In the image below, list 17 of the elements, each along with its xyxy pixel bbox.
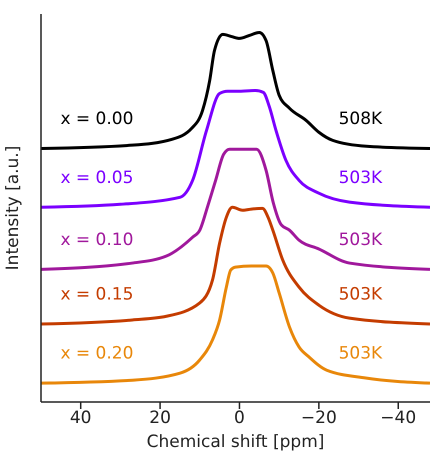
series-label: x = 0.10 [60,230,134,250]
annotation: 503K [338,168,384,188]
x-tick-label: 0 [234,408,245,428]
x-tick-label: 40 [70,408,92,428]
annotation: 503K [338,230,384,250]
x-tick-label: −40 [380,408,416,428]
series-label: x = 0.00 [60,109,134,130]
series-label: x = 0.15 [60,284,134,305]
x-tick-label: −20 [300,408,337,428]
x-tick-label: 20 [149,408,171,428]
y-axis-title: Intensity [a.u.] [3,146,24,270]
annotation: 503K [338,344,384,364]
series-label: x = 0.05 [60,168,134,188]
annotation: 503K [338,284,384,305]
annotation: 508K [338,109,384,130]
x-axis-title: Chemical shift [ppm] [146,432,324,452]
series-label: x = 0.20 [60,344,134,364]
